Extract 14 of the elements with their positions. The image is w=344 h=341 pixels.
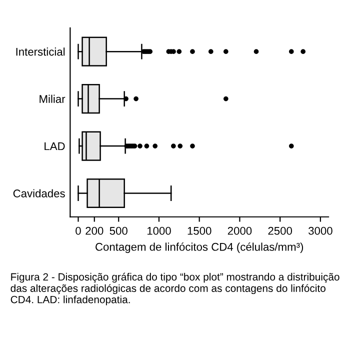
y-tick-label: Cavidades [13, 189, 65, 198]
x-tick-label: 1000 [147, 226, 171, 235]
x-tick-label: 0 [76, 226, 81, 235]
y-tick-label: LAD [44, 142, 65, 150]
x-tick-label: 500 [110, 226, 128, 235]
y-tick-label: Intersticial [16, 48, 65, 56]
text: Figura 2 - Disposição gráfica do tipo “box plot” mostrando a distribuição das alterações radiológicas de acordo com as contagens do linfócito CD4. LAD: linfadenopatia. [10, 272, 340, 306]
x-tick-label: 2500 [268, 226, 292, 235]
x-tick-label: 2000 [228, 226, 252, 235]
x-axis-title: Contagem de linfócitos CD4 (células/mm³) [96, 242, 304, 253]
x-tick-label: 1500 [188, 226, 212, 235]
x-tick-label: 200 [86, 226, 104, 235]
y-tick-label: Miliar [40, 94, 66, 103]
x-tick-label: 3000 [308, 226, 332, 235]
